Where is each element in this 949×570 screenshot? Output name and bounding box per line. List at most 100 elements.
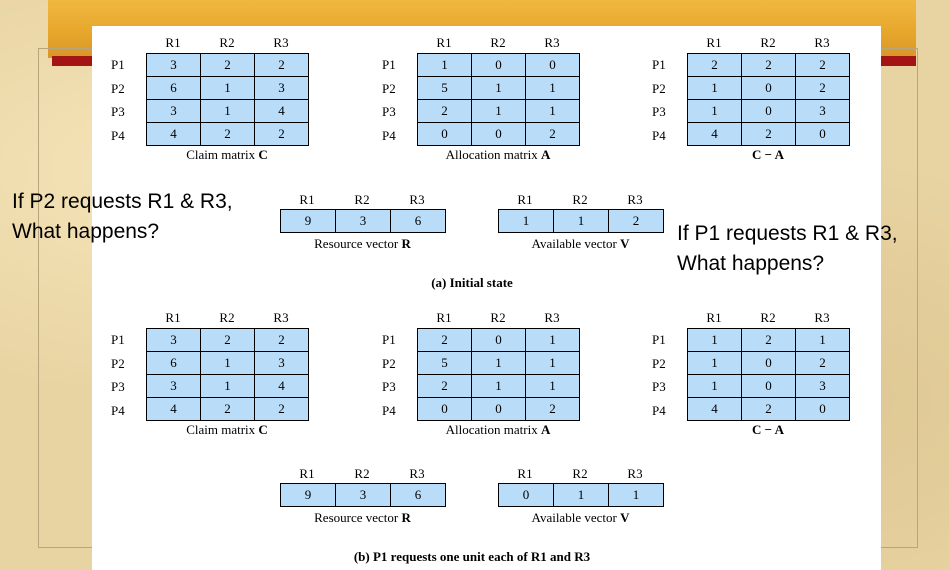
- after-need-matrix-cell: 1: [795, 328, 850, 352]
- after-claim-matrix-cell: 1: [200, 374, 255, 398]
- after-resource-vector-cell: 3: [335, 483, 391, 507]
- after-claim-matrix-row-label-p4: P4: [111, 402, 125, 418]
- initial-allocation-matrix-cell: 2: [525, 122, 580, 146]
- initial-allocation-matrix-cell: 0: [471, 53, 526, 77]
- initial-claim-matrix-header-r1: R1: [165, 35, 181, 50]
- initial-available-vector-caption-symbol: V: [620, 236, 630, 251]
- after-need-matrix-header-r1: R1: [706, 310, 722, 325]
- initial-claim-matrix-cell: 1: [200, 99, 255, 123]
- after-available-vector-cell: 1: [608, 483, 664, 507]
- after-claim-matrix-cell: 4: [146, 397, 201, 421]
- after-claim-matrix-cell: 2: [254, 397, 309, 421]
- after-resource-vector-header-r1: R1: [299, 466, 315, 481]
- question-p2-line2: What happens?: [12, 220, 160, 243]
- initial-allocation-matrix-caption-text: Allocation matrix: [445, 147, 541, 162]
- after-resource-vector-header-r3: R3: [409, 466, 425, 481]
- initial-need-matrix-header-r1: R1: [706, 35, 722, 50]
- initial-resource-vector-cell: 6: [390, 209, 446, 233]
- initial-claim-matrix-cell: 1: [200, 76, 255, 100]
- after-allocation-matrix-cell: 1: [471, 374, 526, 398]
- initial-claim-matrix-cell: 2: [254, 122, 309, 146]
- initial-need-matrix-cell: 4: [687, 122, 742, 146]
- initial-claim-matrix-cell: 3: [146, 53, 201, 77]
- after-allocation-matrix-cell: 2: [417, 374, 472, 398]
- after-need-matrix-cell: 2: [741, 328, 796, 352]
- after-claim-matrix-cell: 2: [254, 328, 309, 352]
- after-claim-matrix-header-r1: R1: [165, 310, 181, 325]
- after-need-matrix-cell: 1: [687, 328, 742, 352]
- after-allocation-matrix-caption-symbol: A: [540, 422, 551, 437]
- initial-need-matrix-caption: C − A: [667, 147, 869, 163]
- initial-allocation-matrix-cell: 0: [525, 53, 580, 77]
- initial-available-vector-header-r3: R3: [627, 192, 643, 207]
- initial-allocation-matrix-header-r2: R2: [490, 35, 506, 50]
- after-allocation-matrix-row-label-p1: P1: [382, 332, 396, 347]
- after-claim-matrix-cell: 3: [146, 328, 201, 352]
- initial-allocation-matrix-cell: 5: [417, 76, 472, 100]
- initial-claim-matrix-caption-text: Claim matrix: [186, 147, 259, 162]
- initial-need-matrix-cell: 0: [741, 76, 796, 100]
- after-need-matrix-cell: 0: [741, 351, 796, 375]
- initial-claim-matrix-header-r2: R2: [219, 35, 235, 50]
- after-need-matrix-row-label-p4: P4: [652, 402, 666, 418]
- after-allocation-matrix-cell: 1: [525, 351, 580, 375]
- initial-available-vector-cell: 2: [608, 209, 664, 233]
- after-need-matrix-cell: 0: [795, 397, 850, 421]
- after-claim-matrix-cell: 2: [200, 328, 255, 352]
- initial-claim-matrix-row-label-p3: P3: [111, 104, 125, 119]
- after-claim-matrix-cell: 2: [200, 397, 255, 421]
- initial-available-vector-header-r2: R2: [572, 192, 588, 207]
- question-p2-line1: If P2 requests R1 & R3,: [12, 190, 233, 213]
- after-available-vector-cell: 1: [553, 483, 609, 507]
- initial-need-matrix-cell: 2: [741, 122, 796, 146]
- initial-allocation-matrix-cell: 1: [471, 76, 526, 100]
- after-claim-matrix-cell: 3: [254, 351, 309, 375]
- after-resource-vector-cell: 6: [390, 483, 446, 507]
- initial-allocation-matrix-cell: 1: [525, 76, 580, 100]
- after-need-matrix-cell: 4: [687, 397, 742, 421]
- after-allocation-matrix-header-r2: R2: [490, 310, 506, 325]
- initial-allocation-matrix-caption-symbol: A: [540, 147, 551, 162]
- initial-allocation-matrix-header-r1: R1: [436, 35, 452, 50]
- initial-claim-matrix-cell: 4: [146, 122, 201, 146]
- initial-allocation-matrix-caption: Allocation matrix A: [397, 147, 599, 163]
- initial-allocation-matrix-row-label-p2: P2: [382, 80, 396, 96]
- after-need-matrix-header-r3: R3: [814, 310, 830, 325]
- initial-claim-matrix-row-label-p2: P2: [111, 80, 125, 96]
- after-allocation-matrix-cell: 0: [471, 397, 526, 421]
- initial-need-matrix-cell: 2: [795, 53, 850, 77]
- initial-need-matrix-cell: 2: [795, 76, 850, 100]
- initial-claim-matrix-cell: 3: [146, 99, 201, 123]
- initial-need-matrix-cell: 1: [687, 76, 742, 100]
- initial-claim-matrix-cell: 4: [254, 99, 309, 123]
- initial-allocation-matrix-row-label-p1: P1: [382, 57, 396, 72]
- initial-resource-vector-cell: 9: [280, 209, 336, 233]
- after-claim-matrix-caption-text: Claim matrix: [186, 422, 259, 437]
- initial-claim-matrix-row-label-p4: P4: [111, 127, 125, 143]
- after-need-matrix-cell: 1: [687, 374, 742, 398]
- initial-available-vector-caption: Available vector V: [478, 236, 683, 252]
- after-allocation-matrix-row-label-p4: P4: [382, 402, 396, 418]
- after-allocation-matrix-cell: 2: [417, 328, 472, 352]
- initial-claim-matrix-header-r3: R3: [273, 35, 289, 50]
- initial-need-matrix-header-r3: R3: [814, 35, 830, 50]
- after-resource-vector-caption-text: Resource vector: [314, 510, 402, 525]
- initial-resource-vector-header-r2: R2: [354, 192, 370, 207]
- initial-available-vector-cell: 1: [498, 209, 554, 233]
